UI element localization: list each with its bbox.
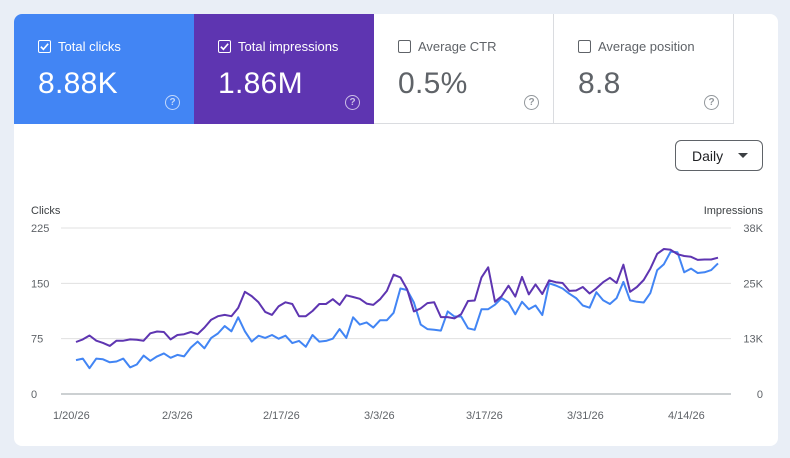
y-left-tick-label: 225 (31, 223, 49, 235)
metric-header: Average CTR (398, 38, 553, 54)
help-circle-icon[interactable]: ? (704, 95, 719, 110)
period-select-value: Daily (692, 147, 724, 164)
metric-label: Total clicks (58, 38, 121, 54)
y-right-tick-label: 13K (743, 334, 763, 346)
metric-label: Total impressions (238, 38, 339, 54)
metric-total-clicks[interactable]: Total clicks 8.88K ? (14, 14, 194, 124)
period-select[interactable]: Daily (675, 140, 763, 171)
metric-value: 1.86M (218, 67, 303, 100)
performance-card: Total clicks 8.88K ? Total impressions 1… (14, 14, 778, 446)
metric-average-position[interactable]: Average position 8.8 ? (554, 14, 734, 124)
y-right-tick-label: 25K (743, 278, 763, 290)
series-line-clicks (75, 250, 719, 370)
metric-value: 8.88K (38, 67, 118, 100)
help-circle-icon[interactable]: ? (345, 95, 360, 110)
y-right-axis-title: Impressions (703, 205, 763, 217)
y-left-axis-title: Clicks (31, 205, 61, 217)
checkbox-checked-icon[interactable] (218, 39, 231, 53)
x-tick-label: 3/17/26 (466, 410, 503, 422)
x-tick-label: 2/3/26 (162, 410, 193, 422)
chevron-down-icon (738, 153, 748, 158)
metric-average-ctr[interactable]: Average CTR 0.5% ? (374, 14, 554, 124)
metric-header: Average position (578, 38, 733, 54)
metric-header: Total impressions (218, 38, 374, 54)
help-circle-icon[interactable]: ? (524, 95, 539, 110)
y-left-tick-label: 150 (31, 278, 49, 290)
y-left-tick-label: 75 (31, 334, 43, 346)
checkbox-unchecked-icon[interactable] (398, 39, 411, 53)
metric-value: 0.5% (398, 67, 468, 100)
x-tick-label: 1/20/26 (53, 410, 90, 422)
metric-label: Average CTR (418, 38, 497, 54)
x-tick-label: 2/17/26 (263, 410, 300, 422)
y-right-tick-label: 38K (743, 223, 763, 235)
metric-value: 8.8 (578, 67, 621, 100)
checkbox-checked-icon[interactable] (38, 39, 51, 53)
help-circle-icon[interactable]: ? (165, 95, 180, 110)
x-tick-label: 3/3/26 (364, 410, 395, 422)
metric-header: Total clicks (38, 38, 194, 54)
metric-total-impressions[interactable]: Total impressions 1.86M ? (194, 14, 374, 124)
x-tick-label: 4/14/26 (668, 410, 705, 422)
metric-tabs: Total clicks 8.88K ? Total impressions 1… (14, 14, 735, 124)
checkbox-unchecked-icon[interactable] (578, 39, 591, 53)
x-tick-label: 3/31/26 (567, 410, 604, 422)
metric-label: Average position (598, 38, 695, 54)
y-left-tick-label: 0 (31, 389, 37, 401)
series-line-impressions (75, 248, 719, 347)
y-right-tick-label: 0 (757, 389, 763, 401)
